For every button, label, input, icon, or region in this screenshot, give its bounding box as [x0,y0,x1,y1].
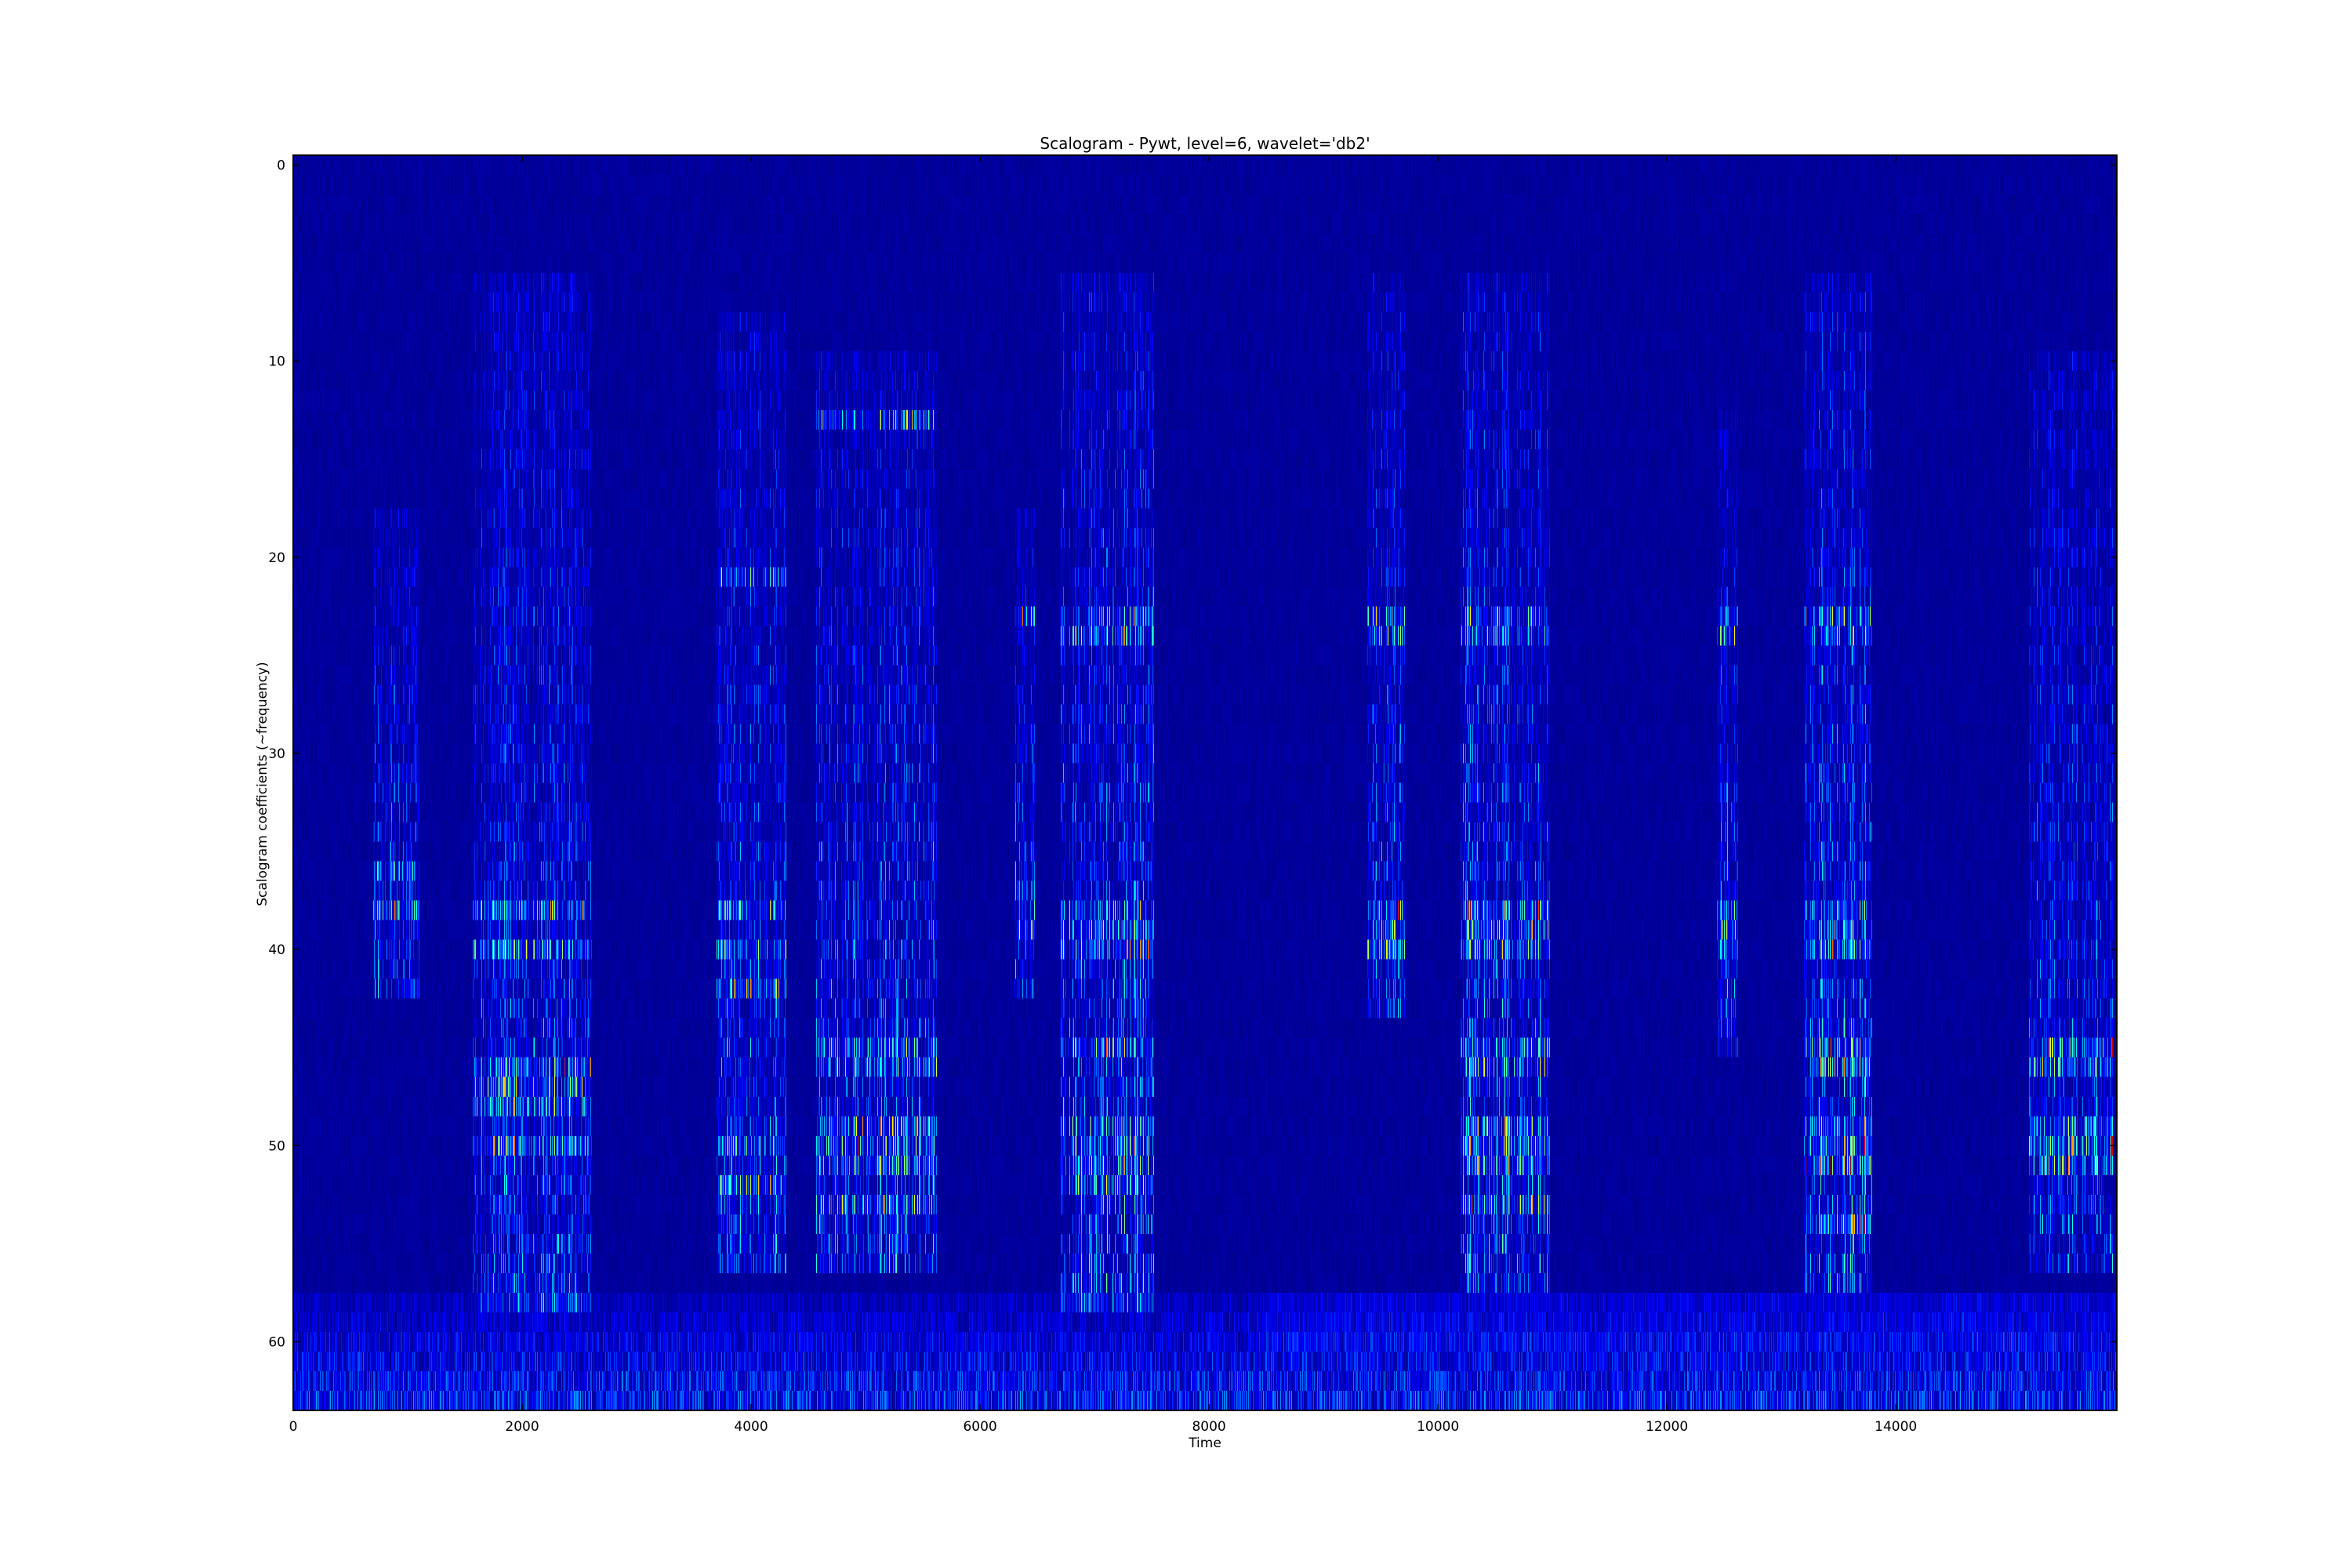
x-tick-label: 12000 [1646,1419,1688,1435]
x-axis: 0 2000 4000 6000 8000 10000 12000 14000 [289,155,1917,1435]
x-tick-label: 4000 [734,1419,768,1435]
x-tick-label: 14000 [1875,1419,1917,1435]
x-axis-label: Time [1188,1436,1221,1451]
y-tick-label: 20 [268,550,285,566]
x-tick-label: 2000 [505,1419,539,1435]
y-tick-label: 10 [268,354,285,370]
scalogram-heatmap-image [293,155,2117,1410]
y-tick-label: 40 [268,942,285,958]
y-tick-label: 0 [277,158,285,174]
x-tick-label: 8000 [1192,1419,1225,1435]
y-tick-label: 60 [268,1334,285,1350]
x-tick-label: 10000 [1417,1419,1459,1435]
y-axis: 0 10 20 30 40 50 60 [268,158,2117,1350]
y-tick-label: 30 [268,746,285,762]
chart-title: Scalogram - Pywt, level=6, wavelet='db2' [1040,134,1370,153]
x-tick-label: 0 [289,1419,298,1435]
y-axis-label: Scalogram coefficients (~frequency) [255,662,270,906]
y-tick-label: 50 [268,1138,285,1154]
x-tick-label: 6000 [963,1419,996,1435]
plot-frame [292,154,2118,1411]
